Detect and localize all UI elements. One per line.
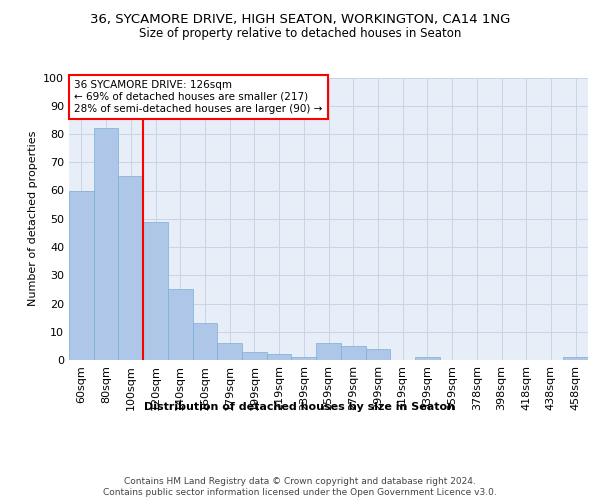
Bar [365, 348, 390, 360]
Bar [168, 290, 193, 360]
Bar [292, 357, 316, 360]
Bar [193, 324, 217, 360]
Y-axis label: Number of detached properties: Number of detached properties [28, 131, 38, 306]
Bar [563, 357, 588, 360]
Bar [217, 343, 242, 360]
Text: Contains HM Land Registry data © Crown copyright and database right 2024.
Contai: Contains HM Land Registry data © Crown c… [103, 478, 497, 497]
Text: 36 SYCAMORE DRIVE: 126sqm
← 69% of detached houses are smaller (217)
28% of semi: 36 SYCAMORE DRIVE: 126sqm ← 69% of detac… [74, 80, 323, 114]
Bar [94, 128, 118, 360]
Text: 36, SYCAMORE DRIVE, HIGH SEATON, WORKINGTON, CA14 1NG: 36, SYCAMORE DRIVE, HIGH SEATON, WORKING… [90, 12, 510, 26]
Bar [69, 190, 94, 360]
Bar [341, 346, 365, 360]
Bar [143, 222, 168, 360]
Bar [267, 354, 292, 360]
Text: Distribution of detached houses by size in Seaton: Distribution of detached houses by size … [145, 402, 455, 412]
Bar [316, 343, 341, 360]
Bar [118, 176, 143, 360]
Bar [242, 352, 267, 360]
Text: Size of property relative to detached houses in Seaton: Size of property relative to detached ho… [139, 28, 461, 40]
Bar [415, 357, 440, 360]
